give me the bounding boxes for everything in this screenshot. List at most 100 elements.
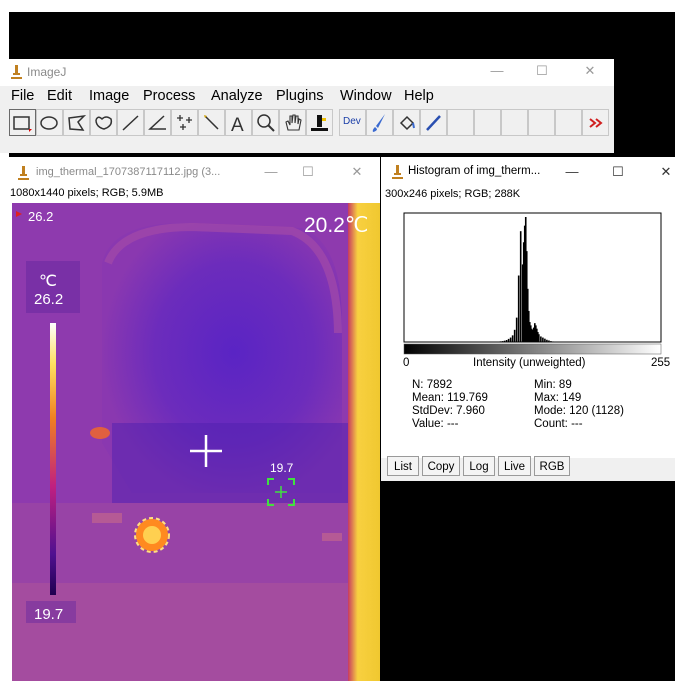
flood-fill-tool-button[interactable]: [393, 109, 420, 136]
histogram-bar: [552, 341, 554, 342]
pencil-tool-button[interactable]: [420, 109, 447, 136]
menu-edit[interactable]: Edit: [47, 88, 72, 104]
minimize-button[interactable]: —: [490, 63, 504, 78]
scale-min: 19.7: [34, 606, 64, 623]
log-button[interactable]: Log: [463, 456, 495, 476]
rgb-button[interactable]: RGB: [534, 456, 570, 476]
thermal-image-canvas[interactable]: 26.2 20.2℃ ℃ 26.2 19.7 19.7: [12, 203, 380, 681]
polygon-tool-button[interactable]: [63, 109, 90, 136]
histogram-bar: [536, 328, 538, 342]
histogram-title-bar: Histogram of img_therm... — ☐ ✕: [381, 157, 675, 187]
scrolling-tool-button[interactable]: [279, 109, 306, 136]
empty-tool-slot-5[interactable]: [555, 109, 582, 136]
imagej-logo-icon: [11, 65, 22, 79]
line-icon: [122, 115, 139, 131]
stat-mode: Mode: 120 (1128): [534, 405, 624, 417]
histogram-bar: [546, 339, 548, 342]
imagej-title-bar: ImageJ — ☐ ✕: [0, 59, 614, 86]
brush-tool-button[interactable]: [366, 109, 393, 136]
spot-temp: 19.7: [270, 461, 294, 475]
svg-text:A: A: [231, 115, 244, 134]
histogram-maximize-button[interactable]: ☐: [612, 164, 624, 179]
brush-icon: [372, 114, 385, 132]
histogram-bar: [531, 329, 534, 342]
histogram-bar: [542, 337, 544, 342]
magnifier-tool-button[interactable]: [252, 109, 279, 136]
oval-tool-button[interactable]: [36, 109, 63, 136]
line-tool-button[interactable]: [117, 109, 144, 136]
pencil-icon: [426, 115, 441, 131]
more-tools-button[interactable]: [582, 109, 609, 136]
histogram-close-button[interactable]: ✕: [660, 164, 672, 179]
close-button[interactable]: ✕: [584, 63, 596, 78]
stat-count: Count: ---: [534, 418, 583, 430]
histogram-bar: [550, 341, 552, 342]
text-tool-button[interactable]: A: [225, 109, 252, 136]
histogram-bar: [544, 338, 546, 342]
menu-help[interactable]: Help: [404, 88, 434, 104]
imagej-logo-icon: [392, 165, 403, 179]
menu-window[interactable]: Window: [340, 88, 392, 104]
spot-marker: [267, 478, 295, 506]
center-crosshair: [190, 435, 222, 467]
histogram-bar: [534, 323, 536, 342]
menu-image[interactable]: Image: [89, 88, 130, 104]
image-maximize-button[interactable]: ☐: [302, 164, 314, 179]
maximize-button[interactable]: ☐: [536, 63, 548, 78]
empty-tool-slot-4[interactable]: [528, 109, 555, 136]
menu-plugins[interactable]: Plugins: [276, 88, 324, 104]
stat-mean: Mean: 119.769: [412, 392, 488, 404]
histogram-bar: [533, 327, 535, 342]
axis-min: 0: [403, 357, 410, 369]
empty-tool-slot-2[interactable]: [474, 109, 501, 136]
histogram-bar: [509, 337, 512, 342]
wand-icon: [204, 115, 219, 130]
live-button[interactable]: Live: [498, 456, 531, 476]
freehand-tool-button[interactable]: [90, 109, 117, 136]
list-button[interactable]: List: [387, 456, 419, 476]
histogram-title: Histogram of img_therm...: [408, 165, 541, 177]
stat-min: Min: 89: [534, 379, 572, 391]
histogram-plot: [403, 212, 662, 355]
menu-process[interactable]: Process: [143, 88, 196, 104]
dev-tool-button[interactable]: Dev: [339, 109, 366, 136]
histogram-bar: [522, 242, 525, 342]
imagej-main-window: ImageJ — ☐ ✕ File Edit Image Process Ana…: [0, 59, 614, 153]
imagej-logo-icon: [18, 166, 29, 180]
histogram-bar: [513, 329, 516, 342]
histogram-bar: [525, 251, 528, 342]
histogram-bar: [537, 332, 539, 342]
image-close-button[interactable]: ✕: [351, 164, 363, 179]
magnifier-icon: [257, 114, 275, 132]
menu-analyze[interactable]: Analyze: [211, 88, 263, 104]
dev-label: Dev: [343, 116, 361, 127]
empty-tool-slot-1[interactable]: [447, 109, 474, 136]
image-info-text: 1080x1440 pixels; RGB; 5.9MB: [10, 187, 164, 199]
lut-bar: [403, 343, 662, 355]
empty-tool-slot-3[interactable]: [501, 109, 528, 136]
histogram-bar: [529, 325, 532, 342]
histogram-window: Histogram of img_therm... — ☐ ✕ 300x246 …: [381, 157, 675, 481]
axis-label: Intensity (unweighted): [473, 357, 586, 369]
color-picker-tool-button[interactable]: [306, 109, 333, 136]
menu-bar: File Edit Image Process Analyze Plugins …: [0, 86, 614, 108]
histogram-bar: [519, 231, 522, 342]
hotspot-marker: [134, 517, 170, 553]
wand-tool-button[interactable]: [198, 109, 225, 136]
rectangle-tool-button[interactable]: [9, 109, 36, 136]
multipoint-icon: [177, 115, 192, 130]
histogram-bar: [535, 325, 537, 342]
copy-button[interactable]: Copy: [422, 456, 460, 476]
histogram-minimize-button[interactable]: —: [565, 164, 579, 179]
multipoint-tool-button[interactable]: [171, 109, 198, 136]
histogram-bars: [493, 217, 556, 342]
menu-file[interactable]: File: [11, 88, 35, 104]
histogram-bar: [499, 341, 502, 342]
histogram-info: 300x246 pixels; RGB; 288K: [385, 188, 521, 200]
histogram-bar: [515, 317, 518, 342]
image-minimize-button[interactable]: —: [264, 164, 278, 179]
scale-unit: ℃: [39, 273, 57, 290]
histogram-bar: [507, 338, 510, 342]
rectangle-icon: [13, 116, 32, 132]
angle-tool-button[interactable]: [144, 109, 171, 136]
